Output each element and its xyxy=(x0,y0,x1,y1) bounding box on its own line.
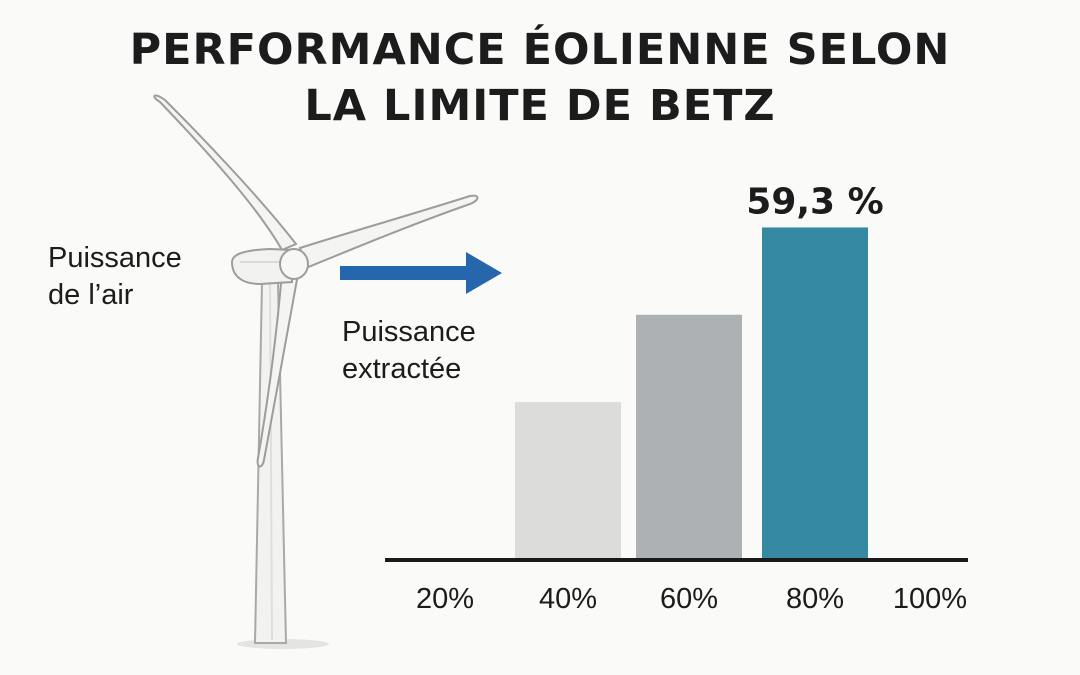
x-tick-label: 100% xyxy=(893,583,967,615)
x-tick-label: 80% xyxy=(786,583,844,615)
bar-80pct xyxy=(762,227,868,560)
air-power-label: Puissance de l’air xyxy=(48,240,182,314)
bars-layer: 59,3 % xyxy=(515,181,884,560)
air-power-label-line-2: de l’air xyxy=(48,279,134,311)
bar-value-label: 59,3 % xyxy=(746,181,883,222)
x-tick-label: 40% xyxy=(539,583,597,615)
extracted-power-label-line-1: Puissance xyxy=(342,316,476,348)
bar-40pct xyxy=(515,402,621,560)
chart-title: PERFORMANCE ÉOLIENNE SELON LA LIMITE DE … xyxy=(0,22,1080,134)
x-tick-label: 60% xyxy=(660,583,718,615)
chart-title-line-1: PERFORMANCE ÉOLIENNE SELON xyxy=(129,25,951,75)
x-tick-labels: 20% 40% 60% 80% 100% xyxy=(416,583,967,615)
air-power-label-line-1: Puissance xyxy=(48,242,182,274)
bar-60pct xyxy=(636,314,742,560)
arrow-right-icon xyxy=(340,252,502,294)
chart-title-line-2: LA LIMITE DE BETZ xyxy=(304,81,776,131)
extracted-power-label-line-2: extractée xyxy=(342,353,462,385)
wind-turbine-icon xyxy=(153,94,479,649)
extracted-power-label: Puissance extractée xyxy=(342,314,476,388)
x-tick-label: 20% xyxy=(416,583,474,615)
